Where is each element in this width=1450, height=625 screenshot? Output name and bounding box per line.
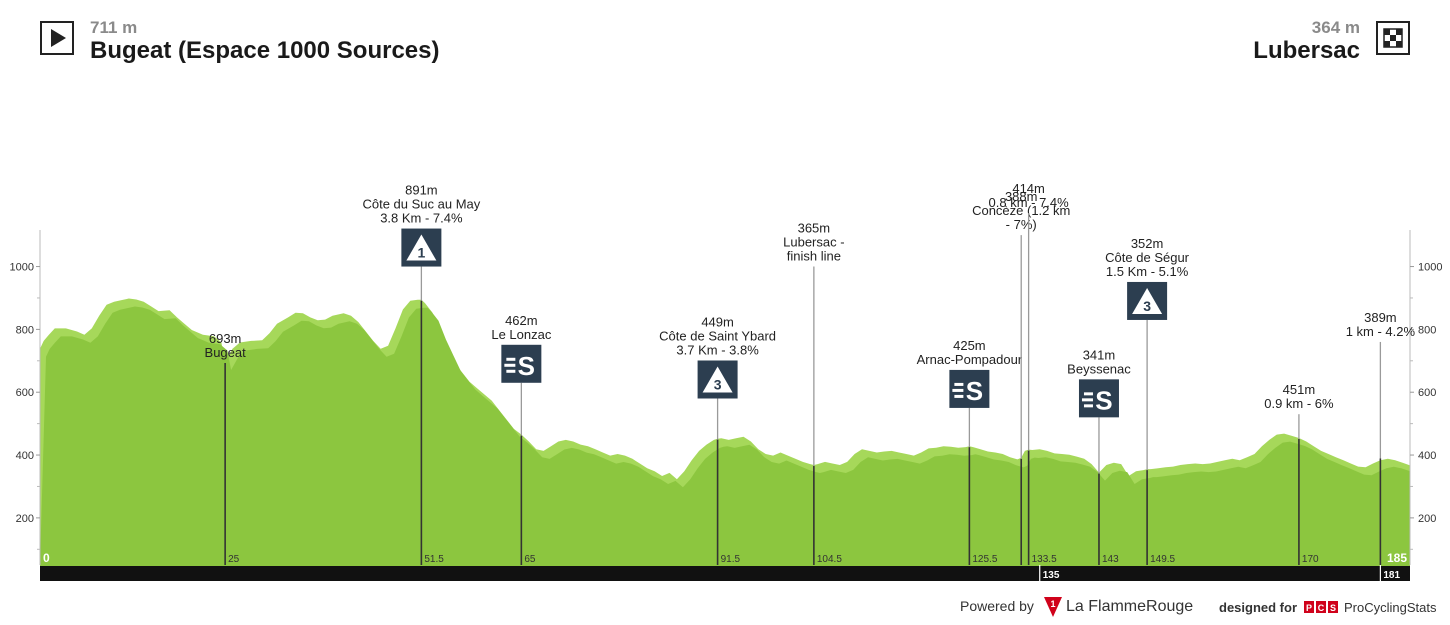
- km-tick-label: 65: [524, 554, 536, 565]
- svg-text:S: S: [1330, 603, 1336, 613]
- pcs-brand: ProCyclingStats: [1344, 600, 1437, 615]
- marker-label: 425m: [953, 338, 986, 353]
- marker-label: Arnac-Pompadour: [917, 352, 1023, 367]
- y-tick-label-right: 200: [1418, 513, 1436, 525]
- profile-right-mask: [1410, 0, 1450, 565]
- climb-category-label: 1: [417, 245, 425, 261]
- bar-km-label: 135: [1043, 570, 1060, 581]
- sprint-stripe: [1081, 398, 1093, 402]
- marker-label: 414m: [1012, 181, 1045, 196]
- svg-text:P: P: [1306, 603, 1312, 613]
- climb-triangle-icon: [702, 366, 733, 393]
- km-tick-label: 125.5: [972, 554, 997, 565]
- climb-category-label: 3: [714, 376, 722, 392]
- marker-label: 449m: [701, 314, 734, 329]
- marker-label: 341m: [1083, 347, 1116, 362]
- y-tick-label-left: 400: [16, 450, 34, 462]
- y-tick-label-left: 600: [16, 387, 34, 399]
- sprint-icon-label: S: [518, 351, 535, 381]
- marker-label: 365m: [798, 221, 831, 236]
- sprint-stripe: [504, 363, 516, 367]
- marker-label: 388m: [1005, 189, 1038, 204]
- marker-label: - 7%): [1006, 217, 1037, 232]
- y-tick-label-right: 600: [1418, 387, 1436, 399]
- svg-text:C: C: [1318, 603, 1325, 613]
- sprint-stripe: [506, 357, 516, 361]
- sprint-stripe: [1083, 392, 1093, 396]
- sprint-stripe: [954, 382, 964, 386]
- powered-by-text: Powered by: [960, 598, 1034, 614]
- y-tick-label-right: 1000: [1418, 262, 1442, 274]
- designed-for-text: designed for: [1219, 600, 1298, 615]
- marker-label: 0.8 km - 7.4%: [989, 195, 1070, 210]
- marker-label: Côte de Saint Ybard: [659, 328, 776, 343]
- km-tick-label: 104.5: [817, 554, 842, 565]
- svg-text:1: 1: [1050, 599, 1055, 609]
- y-tick-label-left: 200: [16, 513, 34, 525]
- checkered-flag-icon: [1376, 21, 1410, 55]
- climb-triangle-icon: [406, 234, 437, 261]
- y-tick-label-right: 800: [1418, 324, 1436, 336]
- y-tick-label-right: 400: [1418, 450, 1436, 462]
- climb-triangle-icon: [1132, 287, 1163, 314]
- start-altitude: 711 m: [90, 18, 138, 37]
- climb-category-label: 3: [1143, 298, 1151, 314]
- sprint-stripe: [1083, 404, 1093, 408]
- km-tick-label: 133.5: [1032, 554, 1057, 565]
- marker-label: Lubersac -: [783, 235, 844, 250]
- marker-label: 1 km - 4.2%: [1346, 324, 1416, 339]
- marker-label: Le Lonzac: [491, 327, 551, 342]
- km-start-label: 0: [43, 551, 50, 565]
- marker-label: 389m: [1364, 310, 1397, 325]
- marker-label: Concèze (1.2 km: [972, 203, 1070, 218]
- la-flamme-rouge-brand: La FlammeRouge: [1066, 598, 1194, 615]
- play-icon: [40, 21, 74, 55]
- km-tick-label: 25: [228, 554, 240, 565]
- marker-label: 1.5 Km - 5.1%: [1106, 264, 1189, 279]
- marker-label: 451m: [1283, 382, 1316, 397]
- distance-bar: [40, 565, 1410, 581]
- finish-altitude: 364 m: [1311, 18, 1360, 37]
- sprint-stripe: [952, 388, 964, 392]
- la-flamme-rouge-logo: 1: [1043, 596, 1063, 618]
- start-location: Bugeat (Espace 1000 Sources): [90, 37, 440, 64]
- marker-label: 3.8 Km - 7.4%: [380, 211, 463, 226]
- marker-label: Côte de Ségur: [1105, 250, 1190, 265]
- sprint-icon-label: S: [966, 376, 983, 406]
- marker-label: 0.9 km - 6%: [1264, 396, 1334, 411]
- marker-label: 352m: [1131, 236, 1164, 251]
- marker-label: Bugeat: [205, 345, 247, 360]
- marker-label: 891m: [405, 183, 438, 198]
- km-tick-label: 170: [1302, 554, 1319, 565]
- marker-label: Côte du Suc au May: [362, 197, 480, 212]
- marker-label: 3.7 Km - 3.8%: [676, 342, 759, 357]
- y-tick-label-left: 1000: [10, 262, 34, 274]
- km-tick-label: 149.5: [1150, 554, 1175, 565]
- km-tick-label: 51.5: [424, 554, 444, 565]
- marker-label: finish line: [787, 249, 841, 264]
- y-tick-label-left: 800: [16, 324, 34, 336]
- marker-label: 462m: [505, 313, 538, 328]
- sprint-stripe: [954, 394, 964, 398]
- marker-label: 693m: [209, 331, 242, 346]
- finish-location: Lubersac: [1253, 37, 1360, 64]
- km-end-label: 185: [1387, 551, 1407, 565]
- sprint-stripe: [506, 369, 516, 373]
- elevation-profile-area: [40, 306, 1416, 565]
- km-tick-label: 143: [1102, 554, 1119, 565]
- km-tick-label: 91.5: [721, 554, 741, 565]
- marker-label: Beyssenac: [1067, 361, 1131, 376]
- pcs-logo: P C S: [1304, 601, 1340, 613]
- bar-km-label: 181: [1383, 570, 1400, 581]
- sprint-icon-label: S: [1095, 385, 1112, 415]
